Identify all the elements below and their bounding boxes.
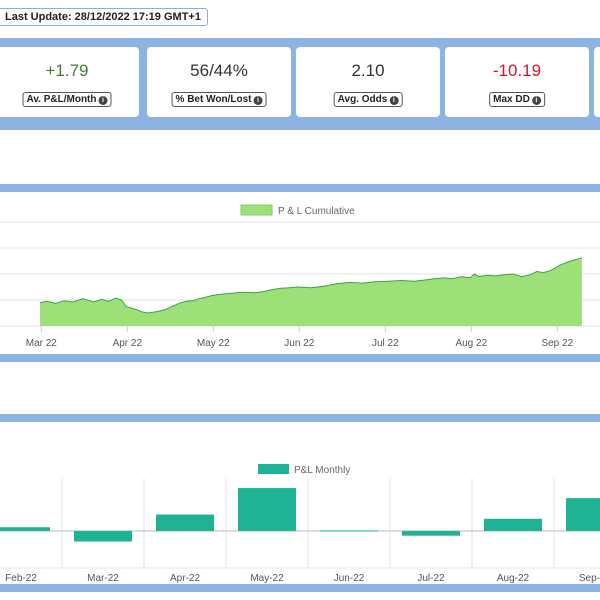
stat-card-partial — [594, 47, 600, 117]
stat-label-text: Avg. Odds — [337, 94, 388, 105]
x-tick-label: Apr 22 — [113, 338, 143, 349]
monthly-chart-band: P&L Monthly Feb-22 Mar-22 Apr-22 May-22 Jun-2… — [0, 414, 600, 592]
stat-label-avg-odds[interactable]: Avg. Odds i — [333, 92, 403, 107]
legend-label: P&L Monthly — [294, 465, 350, 476]
bar — [566, 498, 600, 531]
last-update-badge: Last Update: 28/12/2022 17:19 GMT+1 — [0, 8, 208, 26]
cumulative-chart: P & L Cumulative Mar 22 Apr 22 May 22 Jun 22… — [0, 204, 600, 349]
stat-value-max-dd: -10.19 — [492, 61, 542, 80]
bar — [320, 530, 378, 532]
stat-card-max-dd: -10.19 Max DD i — [445, 47, 589, 117]
x-tick-label: Jul 22 — [372, 338, 399, 349]
bar — [0, 527, 50, 531]
stat-value-avg-odds: 2.10 — [351, 61, 385, 80]
x-tick-label: Aug 22 — [455, 338, 487, 349]
stat-label-text: Max DD — [493, 94, 530, 105]
cumulative-area — [40, 257, 582, 326]
stat-label-avg-pl-month[interactable]: Av. P&L/Month i — [22, 92, 112, 107]
stat-card-bet-won-lost: 56/44% % Bet Won/Lost i — [147, 47, 291, 117]
bar — [74, 530, 132, 542]
legend-label: P & L Cumulative — [278, 206, 355, 217]
x-tick-label: May 22 — [197, 338, 230, 349]
stat-label-text: % Bet Won/Lost — [175, 94, 252, 105]
x-tick-label: Mar-22 — [87, 573, 119, 584]
info-icon[interactable]: i — [98, 96, 108, 105]
bar — [156, 514, 214, 531]
x-tick-label: May-22 — [250, 573, 284, 584]
info-icon[interactable]: i — [531, 96, 541, 105]
stat-card-avg-pl-month: +1.79 Av. P&L/Month i — [0, 47, 139, 117]
cumulative-chart-panel: P & L Cumulative Mar 22 Apr 22 May 22 Jun 22… — [0, 192, 600, 354]
stats-band: +1.79 Av. P&L/Month i 56/44% % Bet Won/Lo… — [0, 38, 600, 130]
stat-value-avg-pl-month: +1.79 — [45, 61, 89, 80]
info-icon[interactable]: i — [253, 96, 263, 105]
bar — [402, 530, 460, 536]
stat-label-text: Av. P&L/Month — [26, 94, 97, 105]
stat-value-bet-won-lost: 56/44% — [190, 61, 248, 80]
cumulative-chart-band: P & L Cumulative Mar 22 Apr 22 May 22 Jun 22… — [0, 184, 600, 362]
bar — [238, 488, 296, 531]
x-tick-label: Jun 22 — [284, 338, 314, 349]
info-icon[interactable]: i — [389, 96, 399, 105]
bar — [484, 518, 542, 531]
x-tick-label: Jun-22 — [334, 573, 365, 584]
x-tick-label: Aug-22 — [497, 573, 530, 584]
x-tick-label: Sep-22 — [579, 573, 600, 584]
monthly-chart: P&L Monthly Feb-22 Mar-22 Apr-22 May-22 Jun-2… — [0, 464, 600, 584]
stat-card-avg-odds: 2.10 Avg. Odds i — [296, 47, 440, 117]
stat-label-bet-won-lost[interactable]: % Bet Won/Lost i — [171, 92, 267, 107]
x-tick-label: Sep 22 — [541, 338, 573, 349]
x-tick-label: Jul-22 — [417, 573, 445, 584]
x-tick-label: Mar 22 — [26, 338, 58, 349]
stat-label-max-dd[interactable]: Max DD i — [489, 92, 545, 107]
x-tick-label: Apr-22 — [170, 573, 200, 584]
x-tick-label: Feb-22 — [5, 573, 37, 584]
monthly-chart-panel: P&L Monthly Feb-22 Mar-22 Apr-22 May-22 Jun-2… — [0, 422, 600, 584]
legend-swatch — [240, 204, 273, 216]
cumulative-line — [39, 257, 582, 314]
legend-swatch — [258, 464, 289, 474]
